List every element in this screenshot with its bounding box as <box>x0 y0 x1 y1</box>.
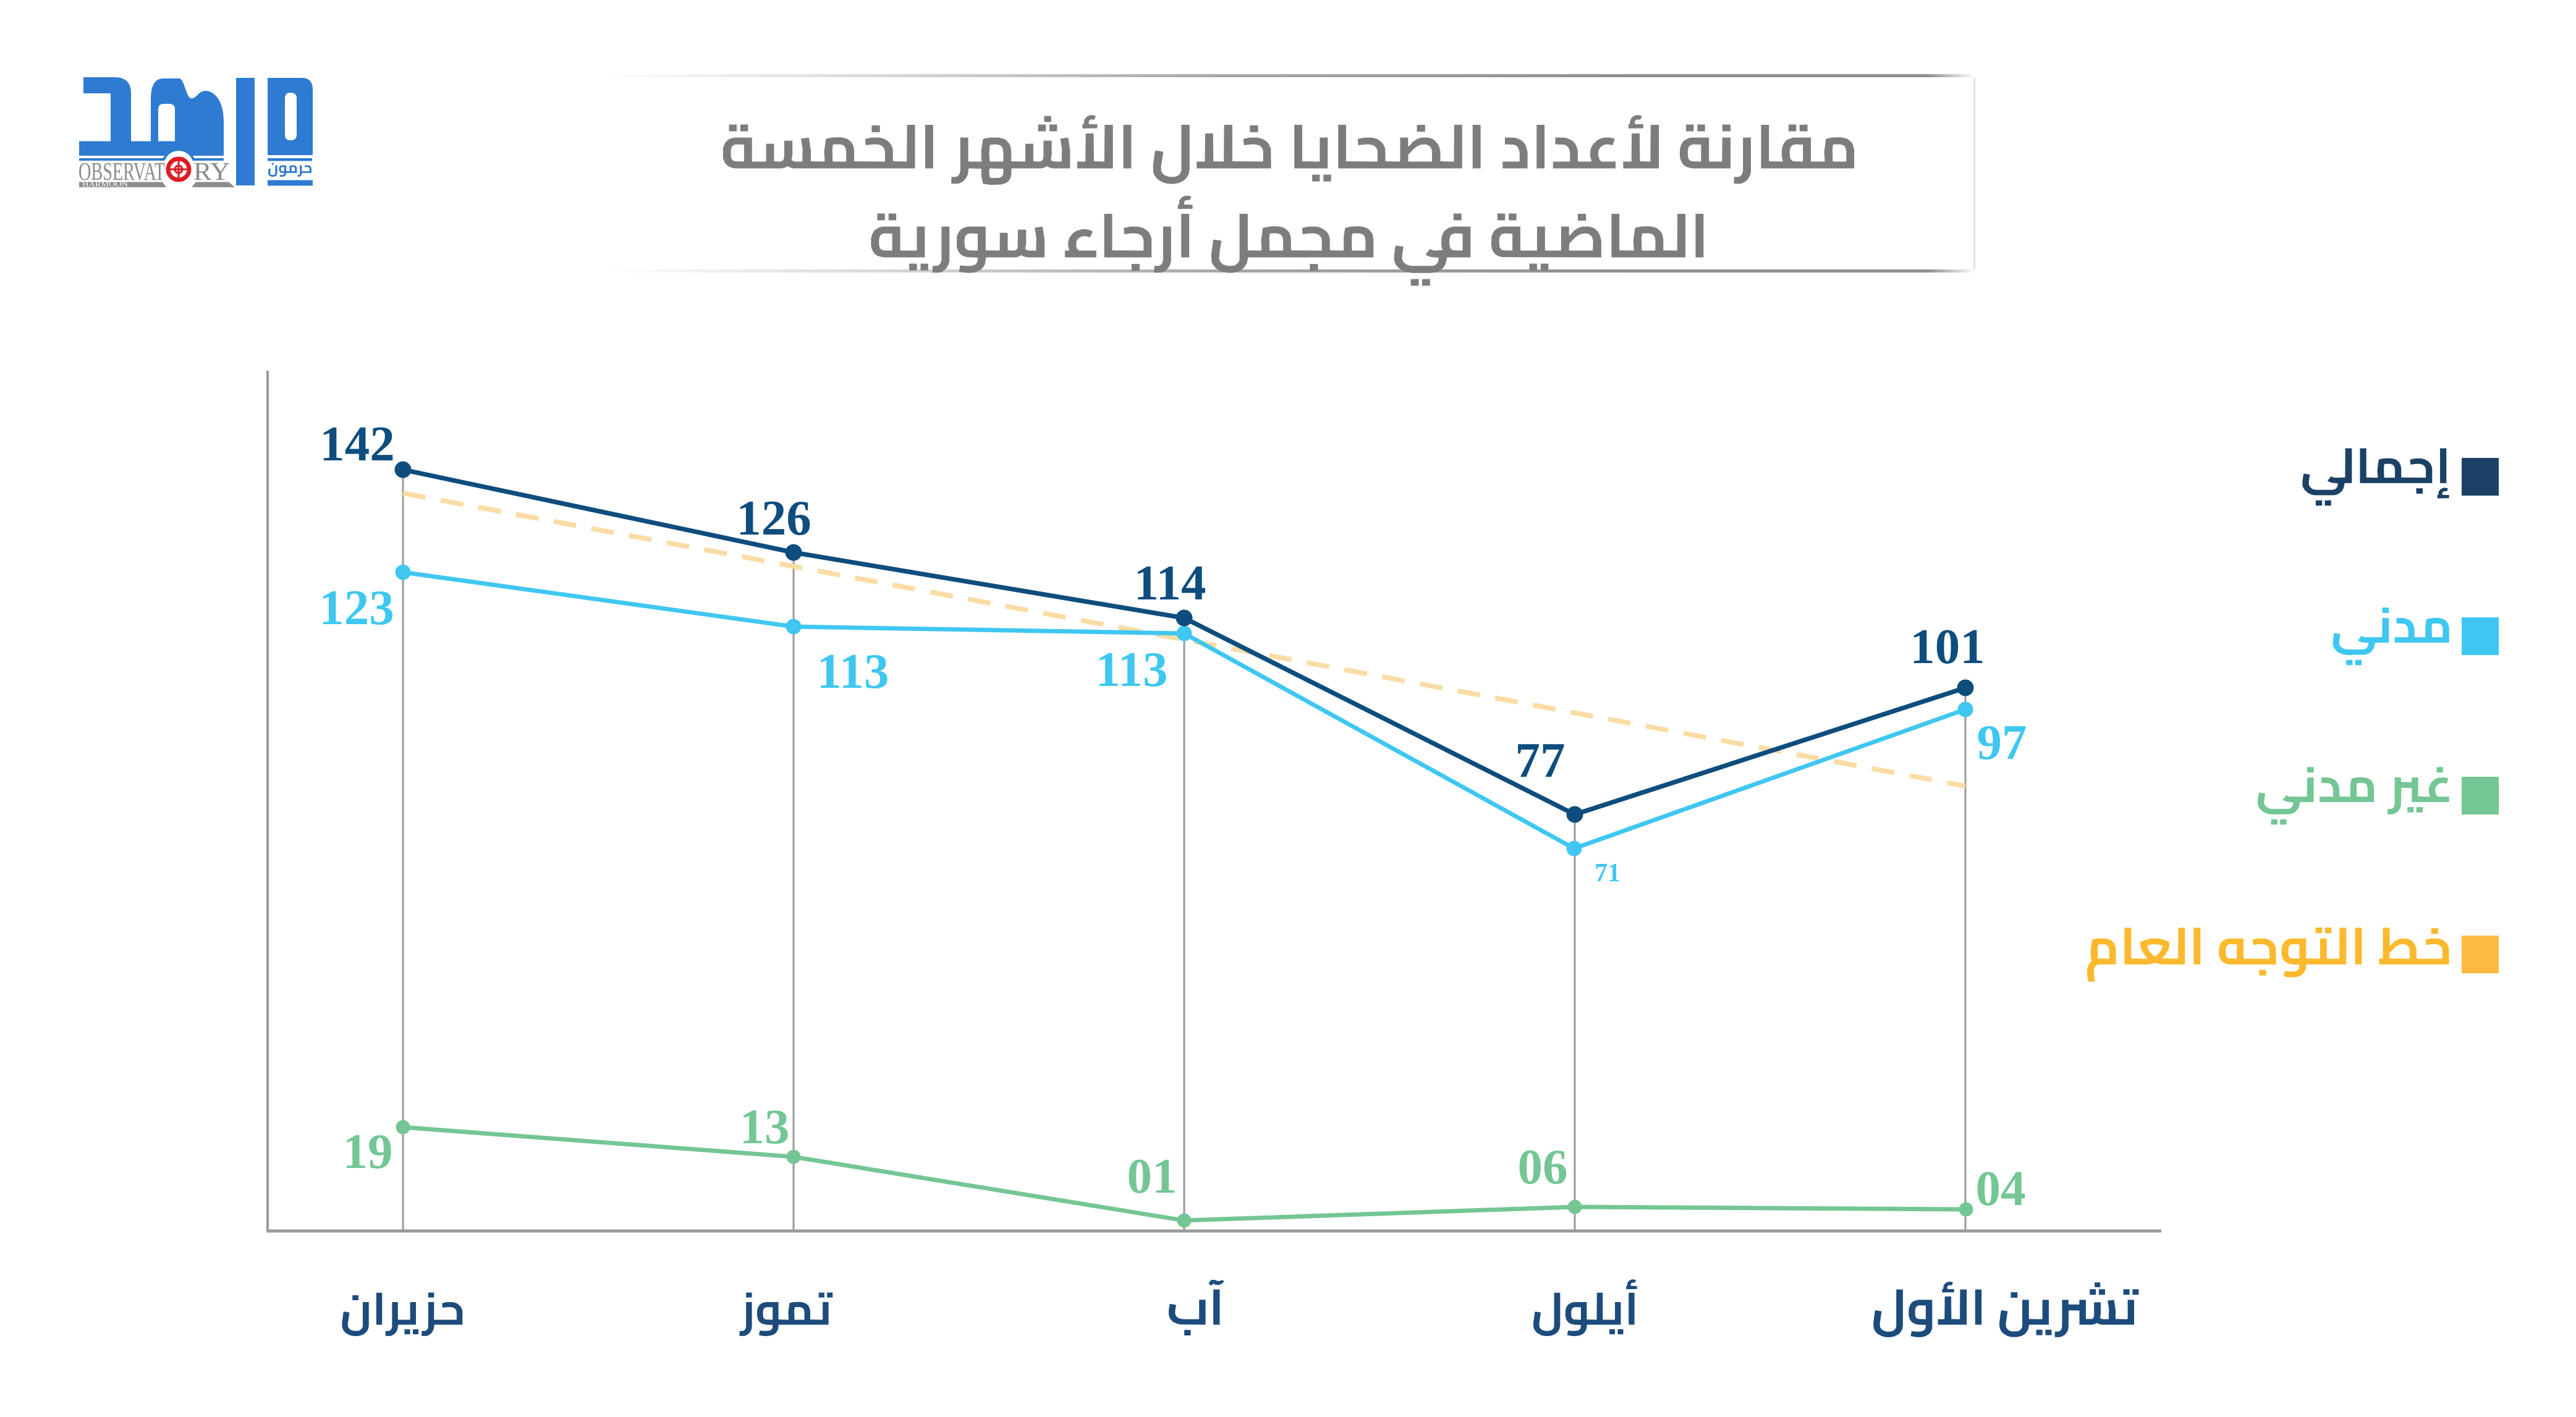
svg-text:142: 142 <box>320 416 395 472</box>
svg-text:19: 19 <box>343 1123 393 1179</box>
svg-text:13: 13 <box>740 1099 790 1154</box>
svg-text:RY: RY <box>193 157 230 185</box>
svg-text:126: 126 <box>736 490 811 546</box>
svg-text:113: 113 <box>816 643 889 699</box>
svg-text:97: 97 <box>1977 714 2027 770</box>
svg-text:04: 04 <box>1976 1161 2026 1216</box>
svg-text:114: 114 <box>1133 555 1206 611</box>
svg-text:06: 06 <box>1518 1139 1568 1195</box>
svg-text:113: 113 <box>1095 641 1167 697</box>
svg-text:HARMOON: HARMOON <box>82 179 129 188</box>
svg-text:OBSERVAT: OBSERVAT <box>78 157 165 185</box>
svg-text:71: 71 <box>1595 859 1621 887</box>
svg-text:123: 123 <box>319 580 394 635</box>
svg-text:101: 101 <box>1910 619 1985 674</box>
svg-text:77: 77 <box>1515 732 1566 788</box>
svg-text:01: 01 <box>1127 1148 1177 1204</box>
